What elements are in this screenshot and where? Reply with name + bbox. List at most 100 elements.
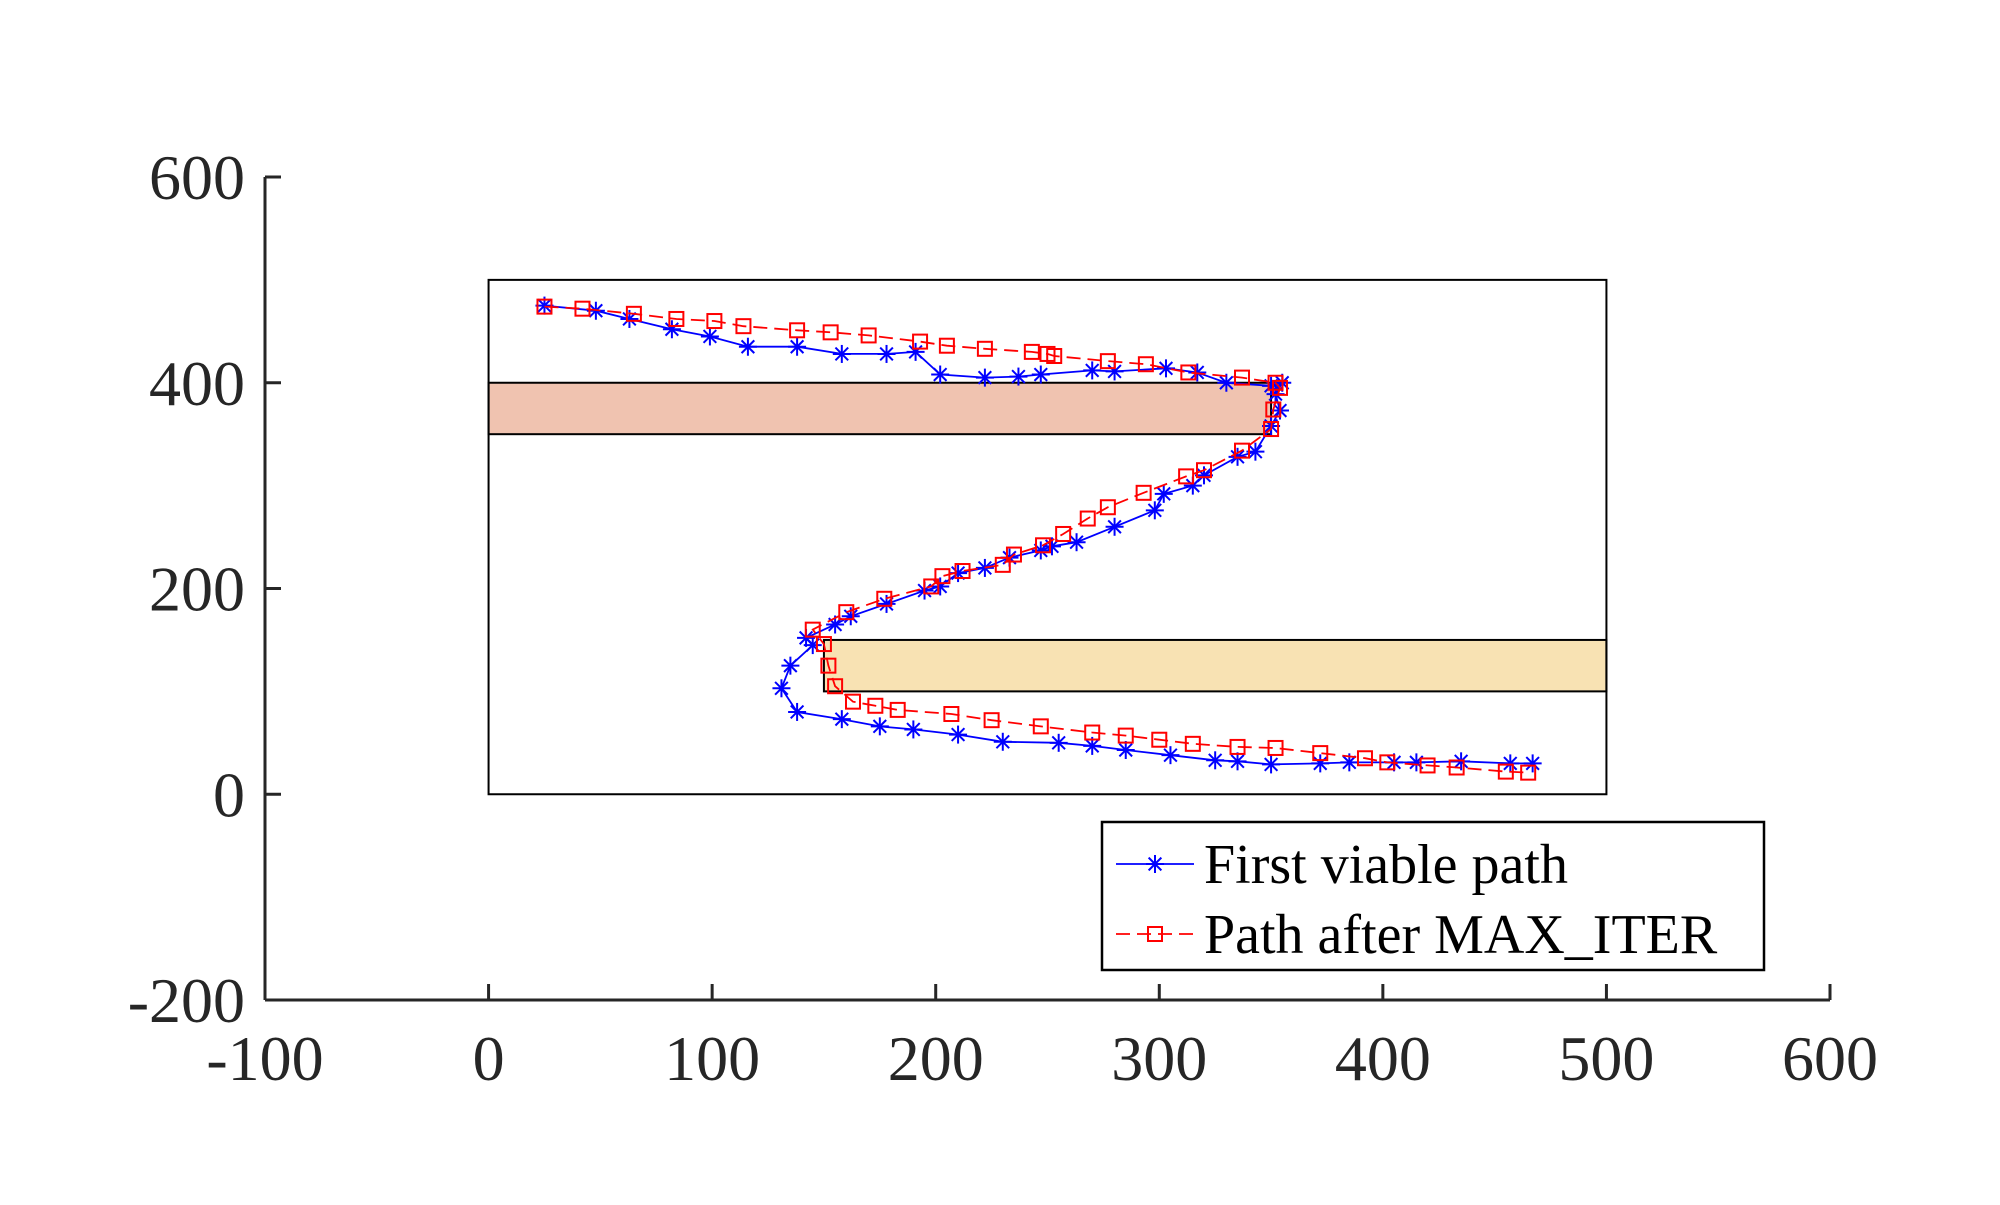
- series-1-point: [1031, 541, 1050, 560]
- series-2-point: [1265, 401, 1282, 418]
- legend-item-1: First viable path: [1116, 834, 1568, 896]
- series-2-point: [943, 706, 960, 723]
- workspace-boundary: [487, 278, 1608, 796]
- series-1-point: [1407, 753, 1426, 772]
- x-tick-label: 500: [1558, 1023, 1654, 1094]
- series-2-point: [1267, 739, 1284, 756]
- obstacle-1: [487, 381, 1273, 436]
- series-2-point: [889, 701, 906, 718]
- series-2-point: [536, 298, 553, 315]
- x-tick-label: 0: [473, 1023, 505, 1094]
- series-2-point: [1356, 750, 1373, 767]
- series-2: [536, 298, 1537, 781]
- series-1-point: [1031, 365, 1050, 384]
- series-2-point: [1234, 442, 1251, 459]
- x-tick-label: 300: [1111, 1023, 1207, 1094]
- series-2-point: [1032, 718, 1049, 735]
- series-1-point: [931, 365, 950, 384]
- y-tick-label: -200: [128, 965, 245, 1036]
- series-2-point: [838, 604, 855, 621]
- series-1-point: [700, 327, 719, 346]
- series-2-point: [954, 563, 971, 580]
- series-2-point: [1055, 525, 1072, 542]
- series-1: [535, 296, 1542, 774]
- series-1-point: [870, 717, 889, 736]
- y-tick-label: 400: [149, 348, 245, 419]
- series-2-point: [789, 322, 806, 339]
- series-2-point: [706, 313, 723, 330]
- obstacle-2: [822, 638, 1608, 693]
- series-1-point: [832, 344, 851, 363]
- series-2-point: [1180, 364, 1197, 381]
- series-2-point: [1267, 374, 1284, 391]
- series-2-point: [1137, 356, 1154, 373]
- series-1-point: [1105, 517, 1124, 536]
- series-2-point: [1084, 724, 1101, 741]
- y-tick-label: 0: [213, 759, 245, 830]
- series-1-point: [949, 725, 968, 744]
- series-1-point: [1501, 754, 1520, 773]
- series-1-point: [1049, 733, 1068, 752]
- series-2-point: [1448, 759, 1465, 776]
- series-2-point: [1099, 353, 1116, 370]
- series-2-point: [876, 590, 893, 607]
- x-tick-label: 400: [1335, 1023, 1431, 1094]
- x-tick-label: -100: [206, 1023, 323, 1094]
- legend-item-2: Path after MAX_ITER: [1116, 904, 1718, 966]
- series-2-point: [574, 300, 591, 317]
- x-axis-ticks: -100 0 100 200 300 400 500 600: [206, 984, 1878, 1094]
- series-1-point: [1067, 533, 1086, 552]
- legend-label: Path after MAX_ITER: [1204, 904, 1718, 966]
- series-1-point: [906, 342, 925, 361]
- x-tick-label: 100: [664, 1023, 760, 1094]
- series-1-point: [662, 320, 681, 339]
- series-2-point: [994, 556, 1011, 573]
- legend-marker: [1146, 855, 1164, 873]
- series-1-point: [1206, 751, 1225, 770]
- series-2-point: [1234, 369, 1251, 386]
- series-2-point: [983, 712, 1000, 729]
- legend-box: [1100, 820, 1766, 972]
- series-2-point: [820, 657, 837, 674]
- series-2-point: [1178, 468, 1195, 485]
- series-2-point: [1035, 537, 1052, 554]
- series-2-point: [1263, 421, 1280, 438]
- series-1-point: [1161, 746, 1180, 765]
- series-1-point: [1145, 501, 1164, 520]
- series-2-point: [1023, 343, 1040, 360]
- series-2-point: [923, 578, 940, 595]
- series-1-point: [1009, 367, 1028, 386]
- series-1-point: [1116, 741, 1135, 760]
- series-1-point: [975, 368, 994, 387]
- series-1-point: [788, 337, 807, 356]
- series-2-point: [1046, 348, 1063, 365]
- series-2-point: [1099, 499, 1116, 516]
- series-2-point: [934, 568, 951, 585]
- series-1-point: [904, 720, 923, 739]
- x-tick-label: 600: [1782, 1023, 1878, 1094]
- series-2-point: [1497, 763, 1514, 780]
- series-1-point: [1083, 361, 1102, 380]
- series-2-point: [912, 333, 929, 350]
- series-2-point: [1117, 727, 1134, 744]
- y-tick-label: 200: [149, 554, 245, 625]
- series-2-point: [867, 697, 884, 714]
- series-2-point: [1379, 754, 1396, 771]
- series-2-point: [668, 310, 685, 327]
- legend-label: First viable path: [1204, 834, 1568, 896]
- series-2-line: [544, 305, 1529, 774]
- series-2-point: [1312, 745, 1329, 762]
- series-2-point: [625, 305, 642, 322]
- y-axis-ticks: -200 0 200 400 600: [128, 142, 281, 1036]
- series-layer: [535, 296, 1542, 781]
- series-2-point: [827, 678, 844, 695]
- series-1-point: [1154, 484, 1173, 503]
- series-1-point: [1183, 476, 1202, 495]
- series-2-point: [1520, 764, 1537, 781]
- series-1-point: [772, 679, 791, 698]
- series-2-point: [735, 318, 752, 335]
- series-1-point: [1217, 373, 1236, 392]
- legend: First viable path Path after MAX_ITER: [1100, 820, 1766, 972]
